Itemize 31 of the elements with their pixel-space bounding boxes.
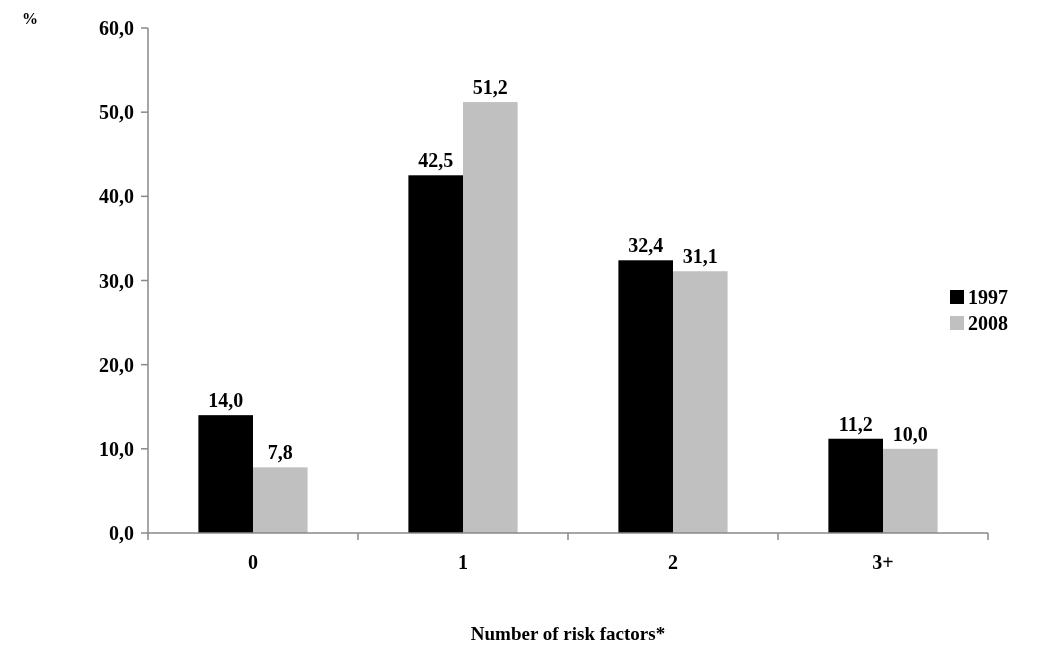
x-tick-label: 2: [668, 551, 678, 573]
y-axis-title: %: [22, 10, 38, 27]
y-tick-label: 50,0: [99, 101, 134, 124]
y-tick-label: 20,0: [99, 353, 134, 376]
x-tick-label: 1: [458, 551, 468, 573]
data-label: 7,8: [267, 441, 293, 464]
y-tick-label: 0,0: [109, 522, 134, 544]
y-tick-label: 10,0: [99, 437, 134, 460]
bar: [253, 467, 308, 533]
y-tick-label: 30,0: [99, 269, 134, 292]
y-tick-label: 40,0: [99, 185, 134, 208]
bar: [463, 102, 518, 533]
bar: [883, 448, 938, 533]
bar: [673, 271, 728, 533]
y-tick-label: 60,0: [99, 17, 134, 39]
x-tick-label: 3+: [872, 551, 894, 573]
x-axis-title: Number of risk factors*: [470, 623, 666, 644]
data-label: 42,5: [418, 149, 454, 172]
bar: [198, 415, 253, 533]
bar: [828, 438, 883, 533]
data-label: 51,2: [472, 76, 508, 99]
data-label: 14,0: [208, 389, 244, 412]
bar: [408, 175, 463, 533]
data-label: 32,4: [628, 234, 664, 257]
data-label: 10,0: [892, 422, 928, 445]
data-label: 11,2: [838, 412, 873, 435]
bar: [618, 260, 673, 533]
legend-label: 1997: [968, 286, 1008, 308]
data-label: 31,1: [682, 245, 718, 268]
legend-label: 2008: [968, 312, 1008, 334]
x-tick-label: 0: [248, 551, 258, 573]
